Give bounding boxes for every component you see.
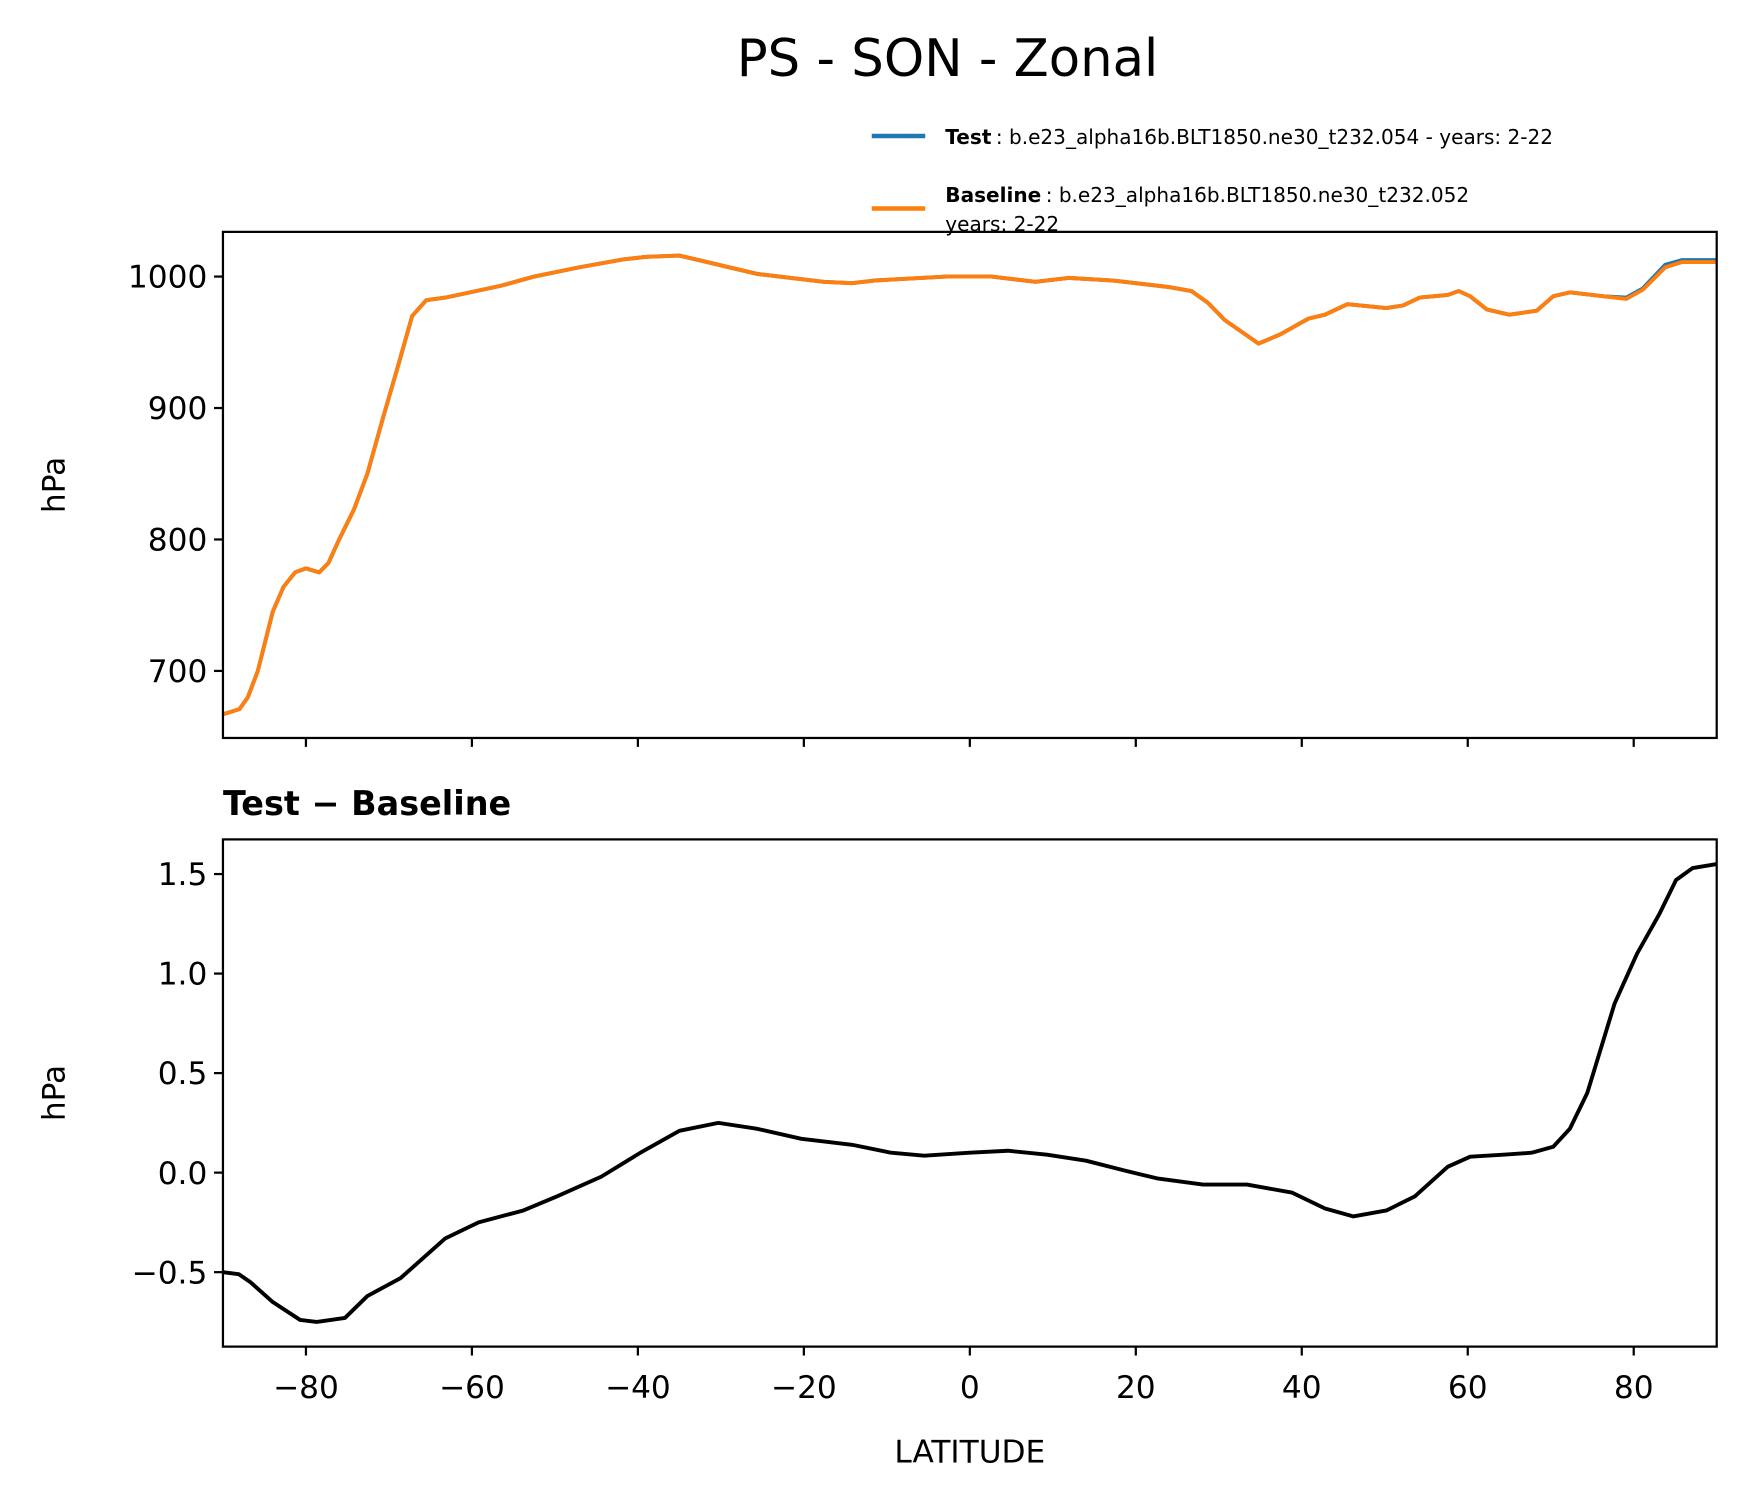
data-line [222, 253, 1717, 717]
legend-description: : b.e23_alpha16b.BLT1850.ne30_t232.054 -… [996, 125, 1553, 149]
x-tick-label: 0 [960, 1370, 980, 1406]
y-tick-label: 800 [148, 523, 208, 559]
y-tick-label: 900 [148, 391, 208, 427]
x-tick-label: −60 [439, 1370, 505, 1406]
x-tick-label: 40 [1282, 1370, 1322, 1406]
y-tick-label: 0.5 [158, 1056, 208, 1092]
y-tick-label: 1.5 [158, 857, 208, 893]
y-axis-label: hPa [37, 457, 73, 513]
x-axis-label: LATITUDE [894, 1435, 1045, 1471]
x-tick-label: 60 [1448, 1370, 1488, 1406]
y-axis-label: hPa [37, 1065, 73, 1121]
legend-entry: Baseline: b.e23_alpha16b.BLT1850.ne30_t2… [945, 183, 1469, 207]
legend-entry: Test: b.e23_alpha16b.BLT1850.ne30_t232.0… [945, 125, 1553, 149]
plot-frame [221, 230, 1718, 740]
x-tick-label: −20 [771, 1370, 837, 1406]
legend-description: years: 2-22 [945, 212, 1059, 236]
x-tick-label: 20 [1116, 1370, 1156, 1406]
legend-name: Baseline [945, 183, 1041, 207]
y-tick-label: 1000 [128, 260, 207, 296]
y-tick-label: −0.5 [132, 1255, 208, 1291]
x-tick-label: 80 [1614, 1370, 1654, 1406]
chart-title: PS - SON - Zonal [737, 29, 1159, 89]
subplot-title: Test − Baseline [223, 784, 511, 823]
legend-name: Test [945, 125, 992, 149]
legend-entry: years: 2-22 [945, 212, 1059, 236]
y-tick-label: 700 [148, 654, 208, 690]
legend-description: : b.e23_alpha16b.BLT1850.ne30_t232.052 [1046, 183, 1469, 207]
y-tick-label: 1.0 [158, 957, 208, 993]
data-line [222, 862, 1718, 1324]
data-line [222, 253, 1717, 717]
x-tick-label: −80 [273, 1370, 339, 1406]
x-tick-label: −40 [605, 1370, 671, 1406]
plot-frame [221, 838, 1718, 1348]
y-tick-label: 0.0 [158, 1156, 208, 1192]
